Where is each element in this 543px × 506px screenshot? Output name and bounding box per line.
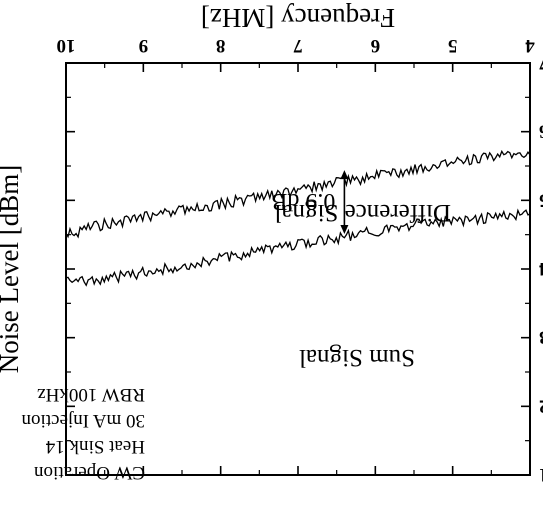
chart-rotator: 4 5 6 7 8 9 10 -77 -76 -75 -74 -73 -72 -71 Frequency… bbox=[0, 3, 543, 485]
x-axis: 4 5 6 7 8 9 10 bbox=[57, 35, 535, 475]
settings-note: RBW 100kHz 30 mA Injection Heat Sink 14 … bbox=[21, 384, 145, 483]
y-tick-label-6: -71 bbox=[539, 464, 543, 485]
series-layer bbox=[65, 149, 531, 287]
sum-signal-label: Sum Signal bbox=[299, 344, 415, 371]
series-line-0 bbox=[65, 208, 531, 287]
arrow-head-top bbox=[340, 224, 349, 234]
x-tick-label-5: 9 bbox=[139, 35, 149, 56]
y-tick-label-4: -73 bbox=[539, 327, 543, 348]
difference-value: 0.9 dB bbox=[271, 188, 335, 214]
y-tick-label-2: -75 bbox=[539, 189, 543, 210]
note-line-heat-sink: Heat Sink 14 bbox=[45, 436, 145, 457]
y-axis-label: Noise Level [dBm] bbox=[0, 165, 24, 373]
x-tick-label-6: 10 bbox=[57, 35, 76, 56]
arrow-head-bottom bbox=[340, 170, 349, 180]
y-tick-label-5: -72 bbox=[539, 395, 543, 416]
x-tick-label-2: 6 bbox=[371, 35, 381, 56]
x-tick-label-3: 7 bbox=[293, 35, 303, 56]
note-line-injection: 30 mA Injection bbox=[21, 410, 145, 431]
x-axis-label: Frequency [MHz] bbox=[201, 3, 395, 33]
y-axis: -77 -76 -75 -74 -73 -72 -71 bbox=[66, 52, 543, 485]
y-tick-label-3: -74 bbox=[539, 258, 543, 279]
y-tick-label-0: -77 bbox=[539, 52, 543, 73]
note-line-rbw: RBW 100kHz bbox=[37, 384, 145, 405]
difference-annotation: 0.9 dB bbox=[271, 170, 349, 234]
x-tick-label-1: 5 bbox=[448, 35, 458, 56]
y-tick-label-1: -76 bbox=[539, 121, 543, 142]
difference-signal-label: Difference Signal bbox=[274, 199, 451, 226]
note-line-operation: CW Operation bbox=[34, 462, 145, 483]
series-line-1 bbox=[65, 149, 531, 239]
x-tick-label-4: 8 bbox=[216, 35, 226, 56]
x-tick-label-0: 4 bbox=[525, 35, 535, 56]
